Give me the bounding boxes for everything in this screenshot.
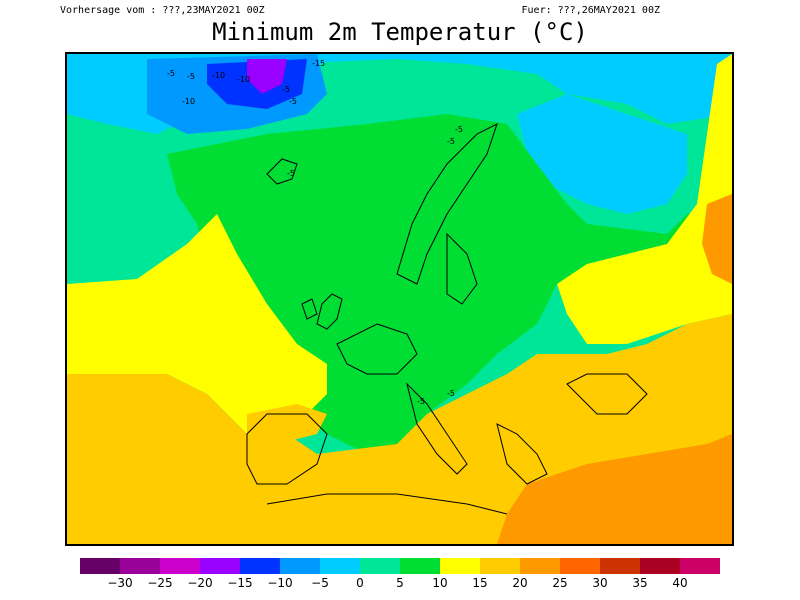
map-canvas: -5 -5 -10 -10 -15 -10 -5 -5 -5 -5 -5 -5 … <box>67 54 732 544</box>
contour-label: -5 <box>447 137 455 146</box>
legend-tick-label: 10 <box>432 576 448 590</box>
legend-tick-label: −15 <box>227 576 253 590</box>
forecast-init-label: Vorhersage vom : ???,23MAY2021 00Z <box>60 5 265 16</box>
legend-swatch <box>600 558 640 574</box>
legend-swatch <box>560 558 600 574</box>
legend-swatch <box>320 558 360 574</box>
legend-swatch <box>120 558 160 574</box>
legend-swatch <box>440 558 480 574</box>
contour-label: -5 <box>447 389 455 398</box>
temperature-map: -5 -5 -10 -10 -15 -10 -5 -5 -5 -5 -5 -5 … <box>65 52 734 546</box>
zone-warm-atlantic <box>67 214 327 434</box>
zone-very-hot-east <box>702 194 732 284</box>
contour-label: -5 <box>455 125 463 134</box>
legend-swatch <box>680 558 720 574</box>
legend-tick-label: −5 <box>311 576 329 590</box>
legend-swatch <box>280 558 320 574</box>
legend-tick-label: 30 <box>592 576 608 590</box>
legend-swatch <box>400 558 440 574</box>
legend-tick-label: 40 <box>672 576 688 590</box>
legend-ticks: −30 −25 −20 −15 −10 −5 0 5 10 15 20 25 30 35 40 <box>80 576 720 592</box>
coastlines <box>246 123 648 515</box>
contour-labels: -5 -5 -10 -10 -15 -10 -5 -5 -5 -5 -5 -5 … <box>167 59 463 406</box>
zone-greenland-peak <box>247 59 287 94</box>
legend-tick-label: 25 <box>552 576 568 590</box>
legend-tick-label: 5 <box>396 576 404 590</box>
legend-swatch <box>480 558 520 574</box>
contour-label: -5 <box>282 85 290 94</box>
contour-label: -10 <box>182 97 195 106</box>
legend-tick-label: 20 <box>512 576 528 590</box>
color-legend <box>80 558 720 574</box>
contour-label: -5 <box>289 97 297 106</box>
contour-label: -5 <box>287 169 295 178</box>
legend-swatch <box>160 558 200 574</box>
zone-very-hot-se <box>497 434 732 544</box>
contour-label: -5 <box>187 72 195 81</box>
legend-swatch <box>520 558 560 574</box>
legend-tick-label: −10 <box>267 576 293 590</box>
legend-tick-label: −20 <box>187 576 213 590</box>
zone-cold-russia <box>517 94 687 214</box>
contour-label: -15 <box>312 59 325 68</box>
legend-tick-label: 0 <box>356 576 364 590</box>
legend-tick-label: −30 <box>107 576 133 590</box>
contour-label: -10 <box>237 75 250 84</box>
map-title: Minimum 2m Temperatur (°C) <box>212 18 588 46</box>
legend-swatch <box>640 558 680 574</box>
forecast-valid-label: Fuer: ???,26MAY2021 00Z <box>521 5 660 16</box>
legend-swatch <box>360 558 400 574</box>
legend-swatch <box>80 558 120 574</box>
zone-warm-east <box>557 54 732 344</box>
legend-tick-label: −25 <box>147 576 173 590</box>
legend-tick-label: 35 <box>632 576 648 590</box>
legend-swatch <box>240 558 280 574</box>
contour-label: -10 <box>212 71 225 80</box>
contour-label: -5 <box>167 69 175 78</box>
contour-label: -5 <box>417 397 425 406</box>
legend-swatch <box>200 558 240 574</box>
legend-tick-label: 15 <box>472 576 488 590</box>
